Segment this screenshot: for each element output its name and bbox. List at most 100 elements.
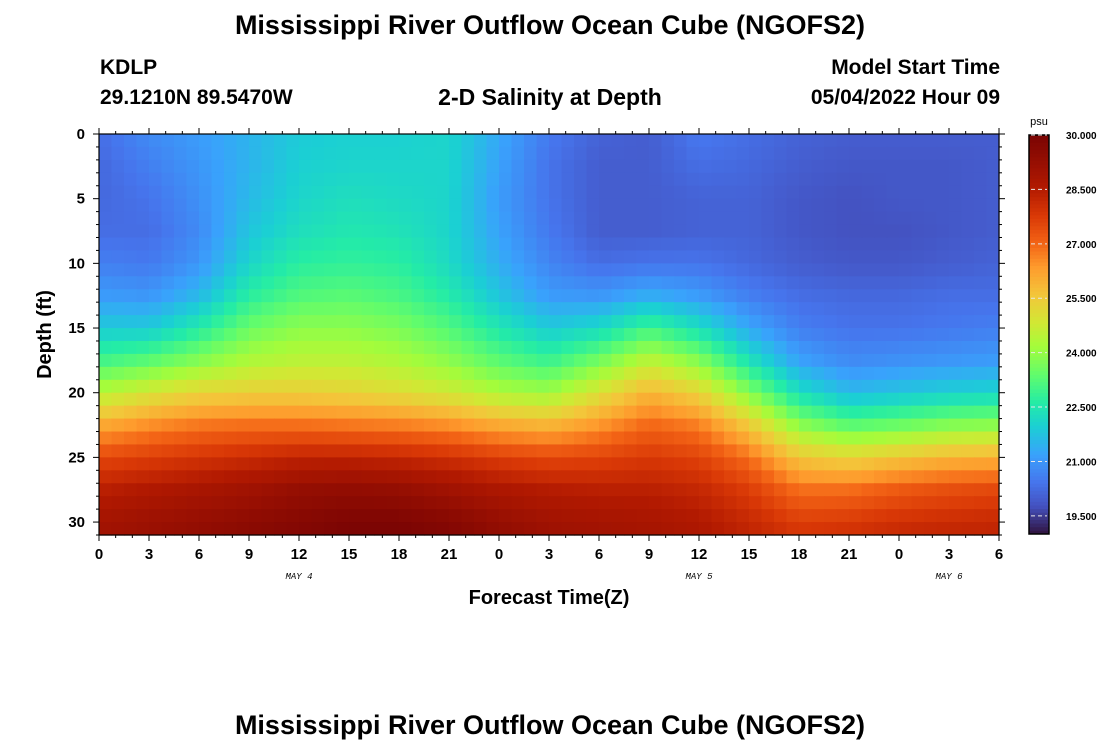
heatmap-cell [349,185,363,200]
heatmap-cell [224,405,238,420]
heatmap-cell [174,302,188,316]
heatmap-cell [774,263,788,277]
heatmap-cell [386,302,400,316]
heatmap-cell [111,172,125,187]
heatmap-cell [136,172,150,187]
heatmap-cell [224,457,238,471]
colorbar-band [1029,261,1049,267]
heatmap-cell [499,146,513,161]
heatmap-cell [349,146,363,161]
heatmap-cell [974,405,988,420]
heatmap-cell [699,340,713,355]
heatmap-cell [774,224,788,239]
heatmap-cell [974,366,988,381]
heatmap-cell [574,431,588,446]
heatmap-cell [324,444,338,458]
heatmap-cell [674,211,688,226]
heatmap-cell [561,483,575,497]
heatmap-cell [111,146,125,161]
colorbar-band [1029,290,1049,296]
heatmap-cell [661,457,675,471]
heatmap-cell [474,431,488,446]
heatmap-cell [724,250,738,264]
heatmap-cell [774,444,788,458]
heatmap-cell [361,224,375,239]
heatmap-cell [674,134,688,148]
colorbar-band [1029,232,1049,238]
heatmap-cell [986,418,1000,433]
heatmap-cell [586,340,600,355]
heatmap-cell [336,263,350,277]
heatmap-cell [274,340,288,355]
heatmap-cell [249,172,263,187]
heatmap-cell [199,366,213,381]
heatmap-cell [761,496,775,510]
heatmap-cell [236,250,250,264]
heatmap-cell [349,198,363,213]
heatmap-cell [511,366,525,381]
colorbar-band [1029,265,1049,270]
heatmap-cell [574,522,588,536]
heatmap-cell [124,418,138,433]
heatmap-cell [786,431,800,446]
heatmap-cell [649,276,663,290]
heatmap-cell [336,444,350,458]
heatmap-cell [824,198,838,213]
heatmap-cell [611,263,625,277]
colorbar-band [1029,356,1049,361]
heatmap-cell [799,237,813,252]
heatmap-cell [986,134,1000,148]
heatmap-cell [111,522,125,536]
heatmap-cell [986,146,1000,161]
heatmap-cell [211,496,225,510]
heatmap-cell [849,172,863,187]
heatmap-cell [499,185,513,200]
heatmap-cell [199,315,213,329]
heatmap-cell [549,159,563,174]
heatmap-cell [624,224,638,239]
heatmap-cell [236,457,250,471]
heatmap-cell [249,340,263,355]
heatmap-cell [674,483,688,497]
heatmap-cell [936,457,950,471]
colorbar-band [1029,530,1049,535]
heatmap-cell [449,509,463,523]
heatmap-cell [124,159,138,174]
heatmap-cell [424,509,438,523]
heatmap-cell [374,224,388,239]
heatmap-cell [711,431,725,446]
heatmap-cell [486,483,500,497]
heatmap-cell [586,392,600,407]
heatmap-cell [936,483,950,497]
heatmap-cell [799,379,813,394]
heatmap-cell [236,263,250,277]
heatmap-cell [549,289,563,303]
colorbar-band [1029,508,1049,513]
heatmap-cell [561,392,575,407]
heatmap-cell [799,353,813,368]
heatmap-cell [199,340,213,355]
heatmap-cell [986,457,1000,471]
heatmap-cell [211,185,225,200]
heatmap-cell [711,276,725,290]
heatmap-cell [799,211,813,226]
heatmap-cell [436,444,450,458]
heatmap-cell [774,172,788,187]
colorbar-band [1029,145,1049,151]
heatmap-cell [424,353,438,368]
heatmap-cell [186,418,200,433]
heatmap-cell [861,340,875,355]
heatmap-cell [261,146,275,161]
heatmap-cell [549,276,563,290]
heatmap-cell [449,146,463,161]
heatmap-cell [861,134,875,148]
heatmap-cell [549,353,563,368]
heatmap-cell [486,418,500,433]
heatmap-cell [149,237,163,252]
heatmap-cell [99,263,113,277]
heatmap-cell [836,250,850,264]
heatmap-cell [661,224,675,239]
heatmap-cell [636,483,650,497]
heatmap-cell [399,405,413,420]
heatmap-cell [161,172,175,187]
